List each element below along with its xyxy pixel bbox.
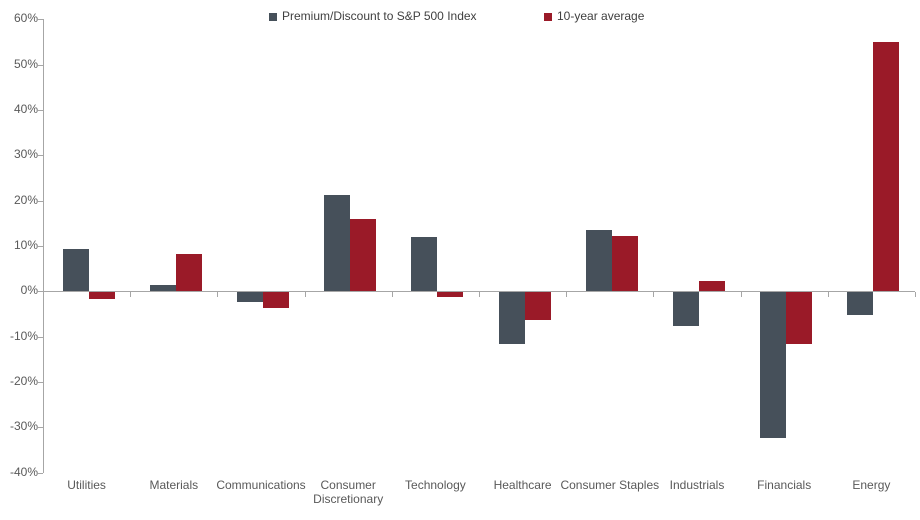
y-axis-tick--30 [38, 427, 43, 429]
x-axis-label-financials: Financials [757, 478, 812, 492]
x-axis-label-technology: Technology [405, 478, 466, 492]
y-axis-tick-label--10: -10% [9, 328, 38, 343]
x-axis-label-energy: Energy [852, 478, 891, 492]
y-axis-tick-label-60: 60% [13, 11, 38, 26]
x-axis-line [43, 291, 915, 293]
x-axis-tick-5 [479, 292, 480, 298]
y-axis-tick--10 [38, 336, 43, 338]
x-axis-tick-8 [740, 292, 742, 298]
y-axis-tick-30 [38, 155, 43, 157]
y-axis-tick-0 [38, 291, 43, 293]
bar-materials-premium-discount [149, 284, 176, 292]
y-axis-tick-20 [38, 200, 43, 202]
bar-industrials-ten-year-average [699, 280, 725, 292]
bar-financials-ten-year-average [786, 292, 813, 344]
y-axis-tick-label-0: 0% [20, 283, 38, 298]
y-axis-tick--20 [38, 381, 43, 383]
y-axis-tick-label--40: -40% [9, 464, 38, 479]
x-axis-tick-10 [915, 292, 916, 298]
x-axis-label-healthcare: Healthcare [493, 478, 552, 492]
bar-healthcare-premium-discount [498, 292, 525, 344]
bar-consumer-staples-ten-year-average [611, 236, 638, 292]
legend-label-ten-year-average: 10-year average [557, 9, 645, 23]
bar-communications-premium-discount [237, 292, 263, 303]
bar-communications-ten-year-average [263, 292, 289, 308]
x-axis-label-consumer-staples: Consumer Staples [560, 478, 660, 492]
bar-utilities-ten-year-average [88, 292, 115, 300]
bar-energy-premium-discount [847, 292, 874, 316]
y-axis-tick-label-50: 50% [13, 56, 38, 71]
bar-consumer-staples-premium-discount [585, 230, 612, 292]
y-axis-tick-label-20: 20% [13, 192, 38, 207]
x-axis-label-utilities: Utilities [67, 478, 106, 492]
bar-healthcare-ten-year-average [524, 292, 551, 320]
bar-materials-ten-year-average [175, 254, 202, 292]
x-axis-label-materials: Materials [149, 478, 199, 492]
y-axis-tick-label-30: 30% [13, 147, 38, 162]
legend-item-ten-year-average: 10-year average [544, 9, 644, 24]
y-axis-tick-10 [38, 245, 43, 247]
x-axis-tick-3 [304, 292, 306, 298]
bar-energy-ten-year-average [873, 41, 900, 292]
legend-swatch-ten-year-average [544, 12, 552, 21]
x-axis-tick-2 [217, 292, 219, 298]
bar-financials-premium-discount [760, 292, 787, 439]
bar-technology-premium-discount [411, 236, 438, 292]
x-axis-tick-1 [130, 292, 132, 298]
bar-consumer-discretionary-premium-discount [324, 195, 351, 292]
bar-consumer-discretionary-ten-year-average [350, 219, 377, 292]
y-axis-tick-label-10: 10% [13, 237, 38, 252]
y-axis-tick-60 [38, 19, 43, 21]
legend-item-premium-discount: Premium/Discount to S&P 500 Index [269, 9, 477, 24]
legend-swatch-premium-discount [269, 12, 277, 21]
x-axis-tick-6 [566, 292, 568, 298]
y-axis-line [43, 19, 44, 473]
y-axis-tick--40 [38, 472, 43, 474]
bar-industrials-premium-discount [673, 292, 699, 326]
y-axis-tick-40 [38, 109, 43, 111]
x-axis-tick-9 [827, 292, 829, 298]
bar-technology-ten-year-average [437, 292, 464, 297]
legend-label-premium-discount: Premium/Discount to S&P 500 Index [282, 9, 477, 23]
x-axis-label-industrials: Industrials [669, 478, 725, 492]
y-axis-tick-label-40: 40% [13, 101, 38, 116]
bar-utilities-premium-discount [62, 248, 89, 292]
x-axis-tick-4 [391, 292, 393, 298]
y-axis-tick-label--20: -20% [9, 373, 38, 388]
x-axis-label-consumer-discretionary: Consumer Discretionary [313, 478, 384, 506]
y-axis-tick-label--30: -30% [9, 419, 38, 434]
y-axis-tick-50 [38, 64, 43, 66]
x-axis-label-communications: Communications [216, 478, 306, 492]
x-axis-tick-7 [653, 292, 655, 298]
